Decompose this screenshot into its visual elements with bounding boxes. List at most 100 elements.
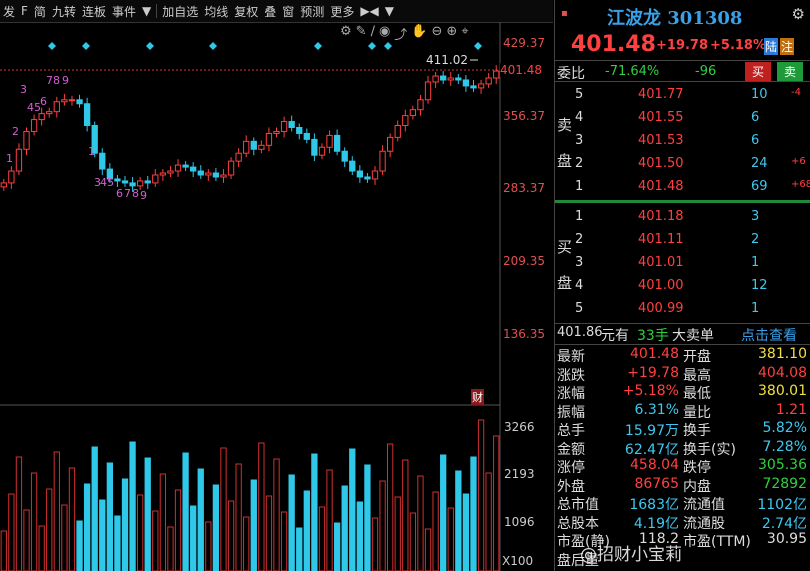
bid-level: 2 xyxy=(575,232,584,247)
draw-icon[interactable]: ✎ xyxy=(355,24,367,39)
buy-button[interactable]: 买 xyxy=(745,62,772,81)
candle-body xyxy=(99,152,106,170)
stat-v2: 404.08 xyxy=(758,364,807,381)
financial-report-badge[interactable]: 财 xyxy=(471,389,484,405)
candle-body xyxy=(470,85,477,89)
toolbar-item-add-watchlist[interactable]: 加自选 xyxy=(162,4,199,19)
candle-body xyxy=(333,134,341,152)
candle-body xyxy=(387,136,394,152)
candle-body xyxy=(227,160,235,176)
nine-turn-down-count: 3 xyxy=(94,176,101,189)
zoom-in-icon[interactable]: ⊕ xyxy=(446,24,458,39)
bid-row[interactable]: 4 401.00 12 xyxy=(555,274,810,297)
share-icon[interactable]: ⤴ xyxy=(394,28,408,43)
toolbar-item-overlay[interactable]: 叠 xyxy=(264,4,277,19)
volume-bar xyxy=(99,499,106,571)
ask-volume: 24 xyxy=(751,156,768,171)
bid-price: 401.18 xyxy=(638,209,684,224)
toolbar-item-limit-up[interactable]: 连板 xyxy=(81,4,106,19)
stat-row: 金额 62.47亿 换手(实) 7.28% xyxy=(555,438,810,458)
candle-body xyxy=(341,150,348,162)
candle-body xyxy=(356,170,363,178)
volume-bar xyxy=(258,442,265,571)
candle-body xyxy=(76,99,83,105)
ask-row[interactable]: 3 401.53 6 xyxy=(555,129,810,152)
stock-connect-badge: 陆 xyxy=(764,38,779,55)
ask-side-label: 盘 xyxy=(557,152,573,170)
bid-side-label: 盘 xyxy=(557,274,573,292)
ask-row[interactable]: 2 401.50 24 +6 xyxy=(555,152,810,175)
volume-bar xyxy=(61,504,68,571)
pin-icon[interactable]: ⌖ xyxy=(461,24,469,39)
toolbar-item-window[interactable]: 窗 xyxy=(282,4,295,19)
volume-bar xyxy=(212,484,220,571)
ask-row[interactable]: 5 401.77 10 -4 xyxy=(555,83,810,106)
bid-row[interactable]: 3 401.01 1 xyxy=(555,251,810,274)
volume-bar xyxy=(318,506,326,571)
toolbar-item-fa[interactable]: 发 xyxy=(3,4,16,19)
candle-body xyxy=(250,140,257,150)
toolbar-expand-icon[interactable]: ▶◀ xyxy=(360,4,379,18)
candle-body xyxy=(371,170,379,180)
volume-bar xyxy=(326,469,333,571)
volume-bar xyxy=(91,446,98,571)
hand-icon[interactable]: ✋ xyxy=(411,24,428,39)
volume-bar xyxy=(477,419,485,571)
kline-chart-panel[interactable]: 发 F 简 九转 连板 事件 ▼ 加自选 均线 复权 叠 窗 预测 更多 ▶◀ … xyxy=(0,0,553,571)
bid-row[interactable]: 1 401.18 3 xyxy=(555,205,810,228)
nine-turn-up-count: 5 xyxy=(34,101,41,114)
toolbar-item-adjust[interactable]: 复权 xyxy=(234,4,259,19)
volume-bar xyxy=(402,459,409,571)
stat-row: 最新 401.48 开盘 381.10 xyxy=(555,345,810,365)
view-details-link[interactable]: 点击查看 xyxy=(741,328,797,344)
volume-bar xyxy=(303,490,310,571)
toolbar-item-events[interactable]: 事件 xyxy=(111,4,136,19)
bid-price: 401.01 xyxy=(638,255,684,270)
candle-body xyxy=(106,168,113,180)
candle-body xyxy=(61,99,68,103)
quote-panel: ▪ 江波龙 301308 ⚙ 401.48 +19.78 +5.18% 陆 注 … xyxy=(554,0,810,571)
toolbar-item-ma[interactable]: 均线 xyxy=(204,4,229,19)
volume-unit-label: X100 xyxy=(502,554,534,568)
sell-button[interactable]: 卖 xyxy=(777,62,804,81)
gear-icon[interactable]: ⚙ xyxy=(791,5,805,23)
bid-row[interactable]: 5 400.99 1 xyxy=(555,297,810,320)
stat-v2: 381.10 xyxy=(758,346,807,362)
toolbar-item-simple[interactable]: 简 xyxy=(33,4,46,19)
volume-bar xyxy=(371,517,379,571)
stat-row: 涨跌 +19.78 最高 404.08 xyxy=(555,364,810,384)
candle-body xyxy=(144,180,151,184)
stat-l1: 市盈(静) xyxy=(557,534,610,550)
stat-v1: +5.18% xyxy=(622,383,679,399)
candle-body xyxy=(220,174,227,178)
toolbar-events-dropdown-icon[interactable]: ▼ xyxy=(141,4,152,18)
nine-turn-up-count: 8 xyxy=(53,74,60,87)
order-ratio-pct: -71.64% xyxy=(605,64,660,79)
volume-bar xyxy=(114,515,121,571)
toolbar-item-nine-turn[interactable]: 九转 xyxy=(51,4,76,19)
trade-summary-row: 401.86 元有 33手 大卖单 点击查看 xyxy=(555,323,810,345)
candle-body xyxy=(137,180,144,187)
stat-row: 市盈(静) 118.2 市盈(TTM) 30.95 xyxy=(555,530,810,550)
bid-row[interactable]: 2 401.11 2 xyxy=(555,228,810,251)
ask-level: 3 xyxy=(575,133,584,148)
toolbar-item-forecast[interactable]: 预测 xyxy=(300,4,325,19)
pen-icon[interactable]: ∕ xyxy=(370,24,375,39)
settings-icon[interactable]: ⚙ xyxy=(340,24,352,39)
zoom-out-icon[interactable]: ⊖ xyxy=(431,24,443,39)
volume-bar xyxy=(152,510,159,571)
toolbar-dropdown-icon[interactable]: ▼ xyxy=(384,4,395,18)
volume-bar xyxy=(440,454,447,571)
eye-icon[interactable]: ◉ xyxy=(378,24,391,39)
stat-v1: 458.04 xyxy=(630,457,679,473)
stat-v2: 5.82% xyxy=(762,420,807,436)
ask-row[interactable]: 4 401.55 6 xyxy=(555,106,810,129)
toolbar-item-f10[interactable]: F xyxy=(21,4,28,18)
candle-body xyxy=(83,103,91,127)
ask-row[interactable]: 1 401.48 69 +68 xyxy=(555,175,810,198)
event-marker-icon xyxy=(209,42,217,50)
candle-body xyxy=(15,148,23,172)
toolbar-item-more[interactable]: 更多 xyxy=(330,4,355,19)
ask-tick: +68 xyxy=(791,179,810,190)
event-marker-icon xyxy=(82,42,90,50)
